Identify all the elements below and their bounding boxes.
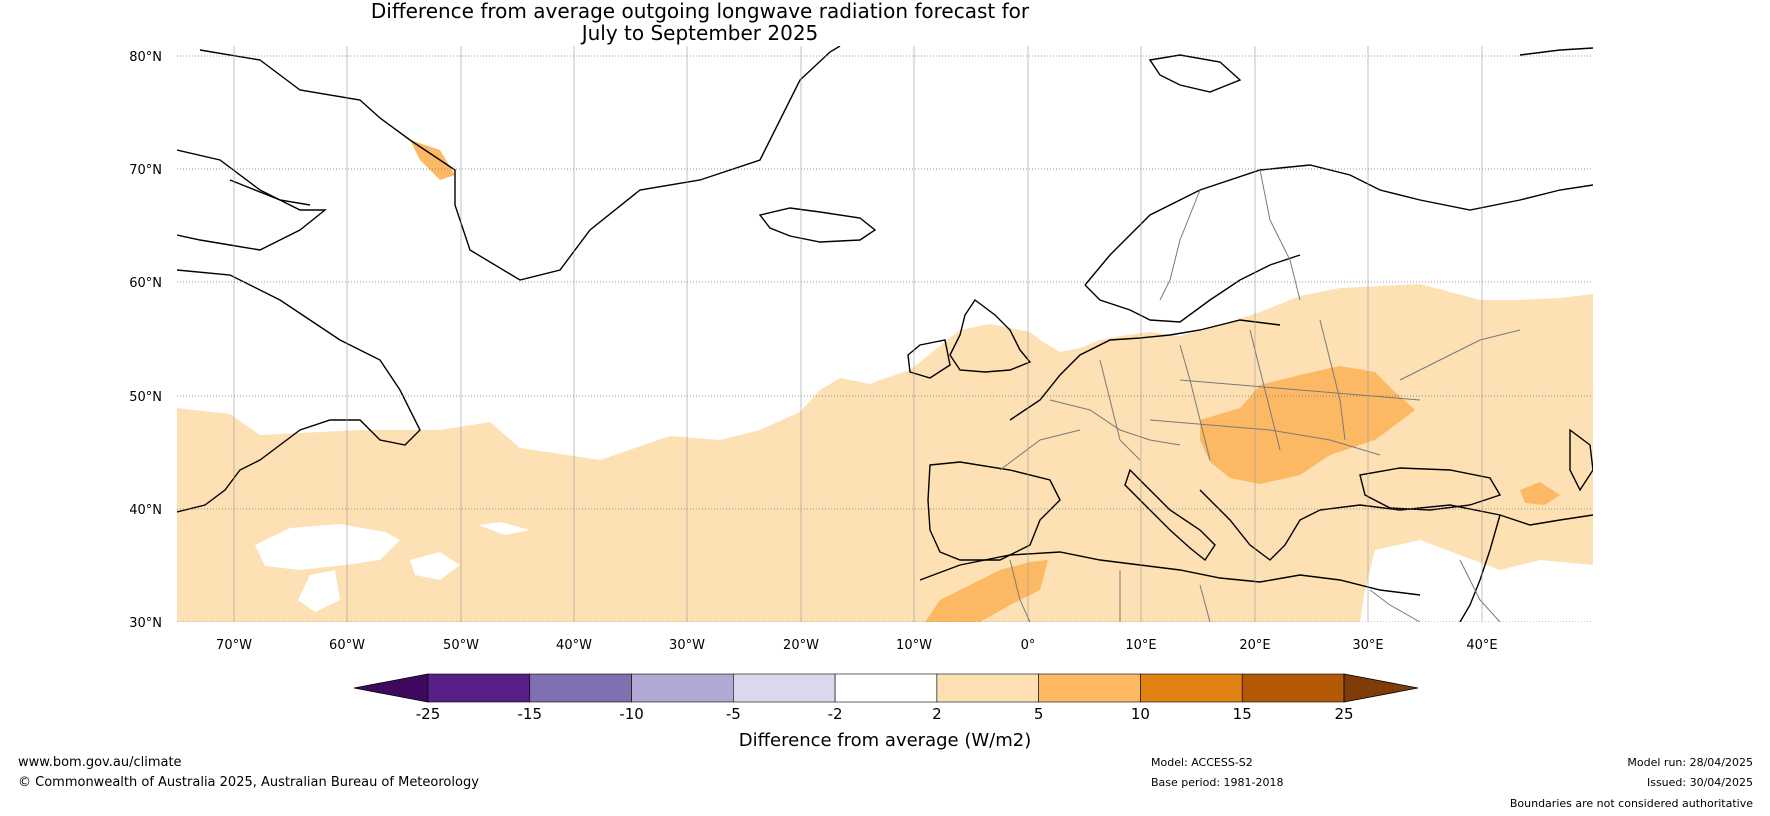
graticule	[177, 46, 1593, 622]
longitude-tick-label: 60°W	[329, 638, 365, 653]
colorbar-tick-label: -2	[828, 705, 843, 723]
colorbar-tick-label: 25	[1334, 705, 1353, 723]
footer-model-run: Model run: 28/04/2025	[1627, 756, 1753, 769]
map-title-line-2: July to September 2025	[581, 21, 819, 45]
longitude-tick-label: 70°W	[216, 638, 252, 653]
footer-base-period: Base period: 1981-2018	[1151, 776, 1284, 789]
footer-copyright: © Commonwealth of Australia 2025, Austra…	[18, 775, 479, 790]
anomaly-hole-2	[410, 552, 460, 580]
colorbar-tick-label: 2	[932, 705, 942, 723]
colorbar-segment	[1140, 673, 1243, 703]
longitude-tick-label: 10°E	[1125, 638, 1156, 653]
longitude-tick-label: 40°E	[1466, 638, 1497, 653]
longitude-tick-label: 50°W	[443, 638, 479, 653]
longitude-tick-label: 10°W	[896, 638, 932, 653]
colorbar-segment	[529, 673, 632, 703]
longitude-tick-label: 30°E	[1352, 638, 1383, 653]
latitude-tick-label: 80°N	[129, 50, 162, 65]
anomaly-region-5-10-africa	[925, 560, 1048, 622]
latitude-tick-label: 40°N	[129, 503, 162, 518]
longitude-tick-label: 20°W	[783, 638, 819, 653]
anomaly-region-5-10-greenland	[410, 140, 455, 180]
colorbar: -25 -15 -10 -5 -2 2 5 10 15 25	[353, 673, 1419, 723]
longitude-tick-label: 40°W	[556, 638, 592, 653]
colorbar-tick-label: 15	[1233, 705, 1252, 723]
anomaly-hole-1	[255, 524, 400, 570]
colorbar-tick-label: -10	[619, 705, 644, 723]
map-content	[177, 46, 1593, 622]
latitude-tick-label: 30°N	[129, 616, 162, 631]
colorbar-segment	[1241, 673, 1345, 703]
colorbar-tick-label: -25	[416, 705, 441, 723]
latitude-tick-label: 60°N	[129, 276, 162, 291]
footer-issued: Issued: 30/04/2025	[1646, 776, 1753, 789]
colorbar-title: Difference from average (W/m2)	[739, 730, 1031, 751]
colorbar-segment	[834, 673, 938, 703]
colorbar-segment	[631, 673, 734, 703]
longitude-tick-label: 20°E	[1239, 638, 1270, 653]
footer-model: Model: ACCESS-S2	[1151, 756, 1253, 769]
colorbar-tick-label: -15	[518, 705, 543, 723]
colorbar-tick-label: 5	[1034, 705, 1044, 723]
colorbar-segment	[936, 673, 1039, 703]
colorbar-extend-low	[353, 673, 429, 703]
longitude-tick-label: 30°W	[669, 638, 705, 653]
colorbar-tick-label: 10	[1131, 705, 1150, 723]
colorbar-segment	[1038, 673, 1141, 703]
anomaly-hole-3	[298, 570, 340, 612]
colorbar-segment	[733, 673, 836, 703]
colorbar-tick-label: -5	[726, 705, 741, 723]
latitude-tick-label: 50°N	[129, 390, 162, 405]
longitude-tick-label: 0°	[1021, 638, 1036, 653]
longitude-labels: 70°W 60°W 50°W 40°W 30°W 20°W 10°W 0° 10°E 20°E 30…	[216, 638, 1498, 653]
anomaly-region-2-5	[177, 284, 1593, 622]
latitude-tick-label: 70°N	[129, 163, 162, 178]
latitude-labels: 80°N 70°N 60°N 50°N 40°N 30°N	[129, 50, 162, 631]
footer-disclaimer: Boundaries are not considered authoritat…	[1509, 797, 1753, 810]
colorbar-extend-high	[1343, 673, 1419, 703]
colorbar-segment	[427, 673, 531, 703]
footer-url: www.bom.gov.au/climate	[18, 755, 182, 770]
map-title-line-1: Difference from average outgoing longwav…	[370, 0, 1030, 23]
anomaly-hole-5	[1360, 540, 1593, 622]
anomaly-hole-4	[478, 522, 530, 535]
anomaly-region-5-10-caucasus	[1520, 482, 1560, 505]
coastlines	[177, 46, 1593, 622]
